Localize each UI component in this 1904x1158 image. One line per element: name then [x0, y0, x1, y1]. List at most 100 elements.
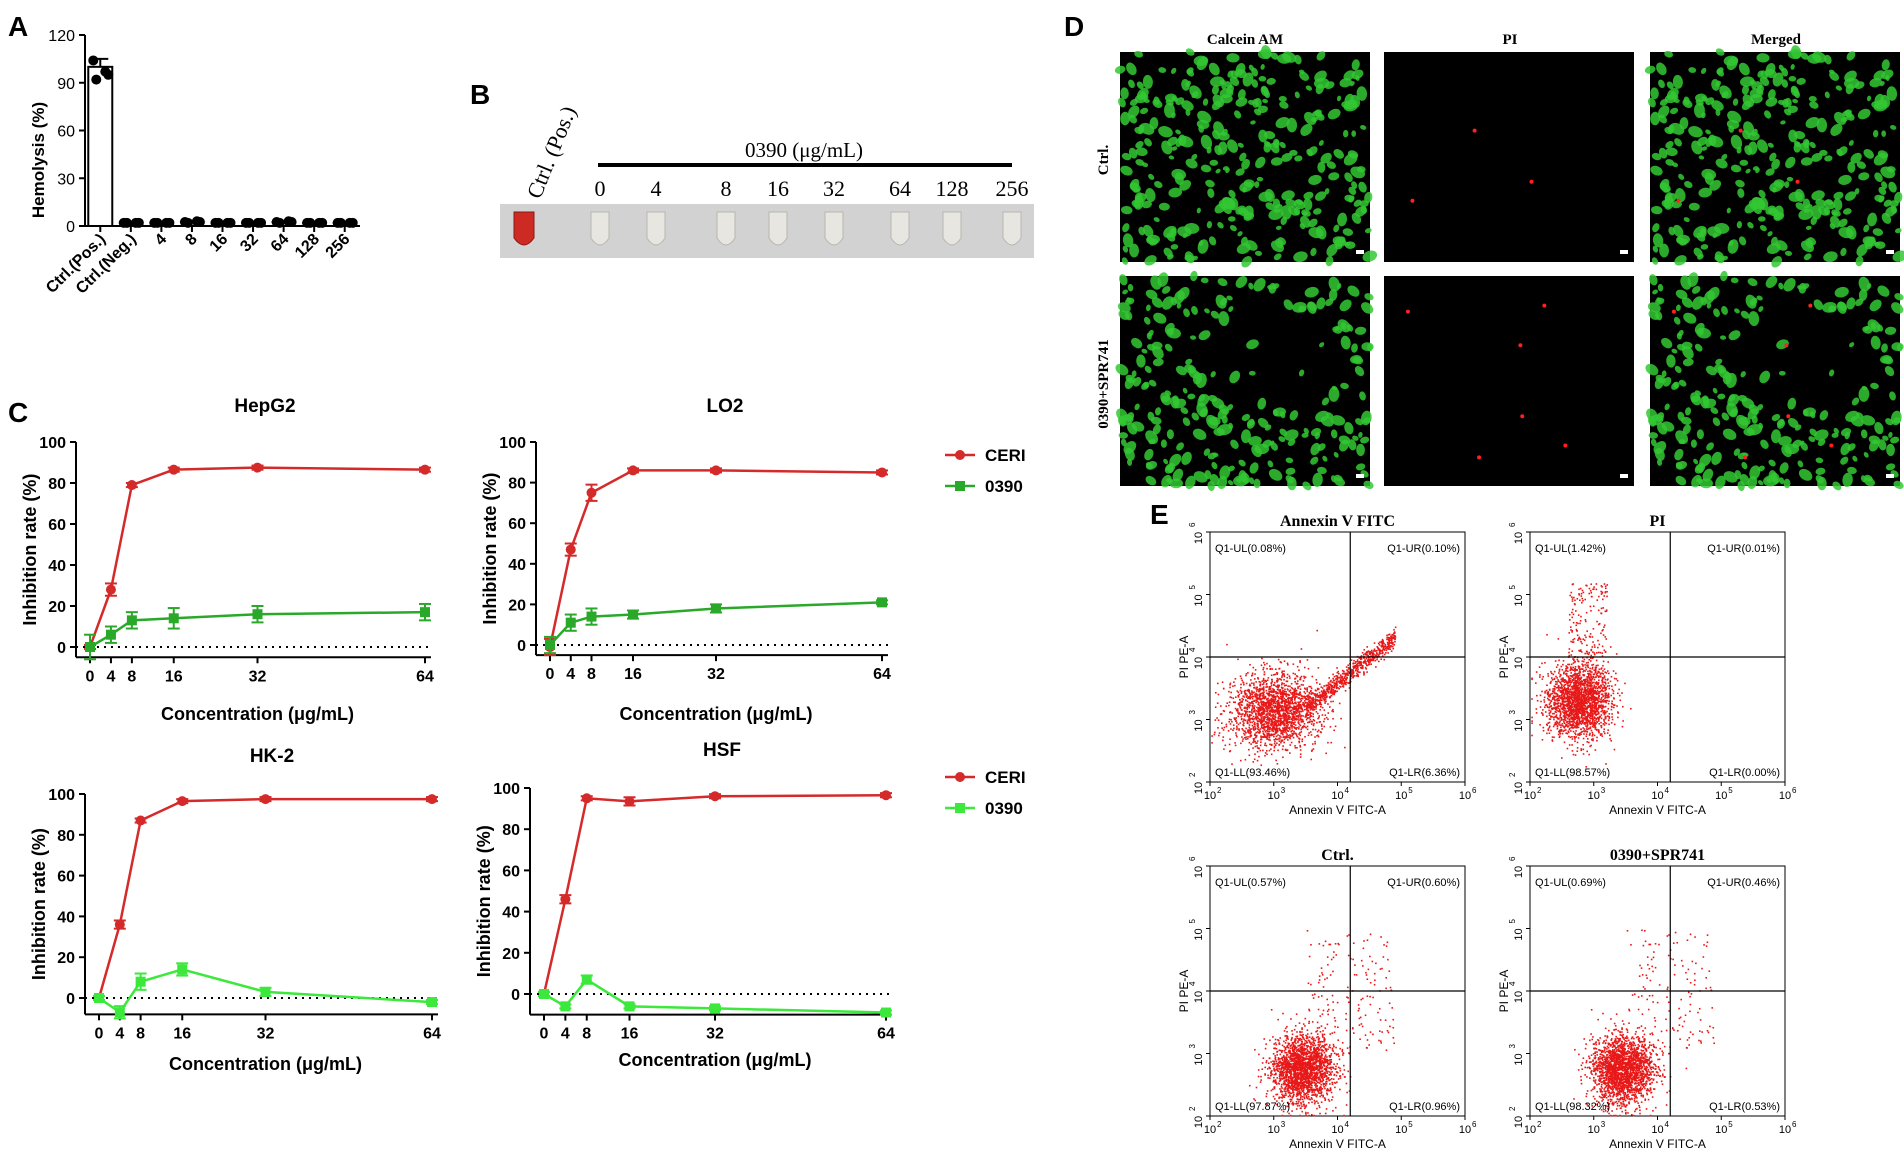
flow-event-dot [1291, 734, 1294, 737]
flow-event-dot [1316, 696, 1319, 698]
flow-event-dot [1252, 707, 1254, 710]
live-cell [1650, 87, 1659, 100]
live-cell [1141, 348, 1148, 354]
live-cell [1198, 393, 1206, 402]
flow-event-dot [1324, 690, 1327, 693]
flow-event-dot [1572, 722, 1574, 725]
inhibition-x-label: Concentration (μg/mL) [161, 704, 354, 724]
flow-event-dot [1248, 748, 1250, 751]
flow-event-dot [1611, 688, 1614, 691]
tube-photo-panel: Ctrl. (Pos.) 0390 (μg/mL) 0 4 8 16 32 64 128 25… [500, 102, 1034, 258]
flow-event-dot [1383, 645, 1385, 648]
flow-event-dot [1251, 717, 1254, 720]
0390-data-point [85, 642, 95, 652]
flow-event-dot [1277, 749, 1279, 752]
flow-event-dot [1584, 618, 1587, 621]
flow-event-dot [1243, 722, 1245, 725]
flow-event-dot [1283, 678, 1285, 681]
flow-event-dot [1361, 651, 1364, 654]
flow-event-dot [1229, 683, 1231, 686]
flow-event-dot [1554, 660, 1557, 662]
live-cell [1335, 243, 1343, 250]
flow-event-dot [1229, 723, 1232, 725]
flow-event-dot [1235, 696, 1237, 699]
flow-event-dot [1582, 744, 1584, 746]
live-cell [1196, 402, 1208, 418]
hemolysis-data-point [164, 217, 175, 228]
flow-event-dot [1298, 719, 1300, 722]
flow-event-dot [1309, 713, 1311, 716]
0390-data-point [710, 1003, 720, 1014]
live-cell [1258, 191, 1273, 202]
flow-event-dot [1278, 667, 1281, 670]
live-cell [1730, 164, 1742, 173]
live-cell [1310, 442, 1321, 456]
flow-event-dot [1308, 692, 1311, 695]
flow-event-dot [1274, 732, 1277, 735]
flow-event-dot [1262, 704, 1265, 707]
live-cell [1191, 412, 1200, 421]
tube-concentration-label: 8 [721, 176, 732, 201]
flow-event-dot [1260, 718, 1263, 720]
flow-event-dot [1214, 691, 1217, 694]
flow-event-dot [1289, 752, 1291, 754]
flow-event-dot [1232, 724, 1235, 727]
flow-event-dot [1279, 678, 1282, 681]
flow-event-dot [1294, 746, 1297, 749]
live-cell [1838, 218, 1848, 228]
live-cell [1759, 225, 1767, 232]
flow-event-dot [1370, 659, 1372, 661]
flow-event-dot [1260, 741, 1262, 744]
live-cell [1747, 222, 1754, 229]
flow-event-dot [1292, 708, 1294, 711]
flow-event-dot [1284, 699, 1287, 701]
flow-event-dot [1240, 713, 1242, 715]
flow-event-dot [1282, 689, 1284, 692]
live-cell [1758, 189, 1766, 198]
flow-event-dot [1229, 711, 1232, 713]
flow-event-dot [1382, 641, 1384, 644]
flow-event-dot [1249, 721, 1252, 724]
flow-event-dot [1249, 693, 1252, 695]
live-cell [1812, 51, 1827, 63]
flow-x-tick-label: 10 [1204, 790, 1216, 802]
flow-event-dot [1263, 688, 1265, 691]
flow-event-dot [1309, 718, 1312, 721]
flow-event-dot [1248, 690, 1250, 693]
live-cell [1200, 164, 1212, 173]
flow-event-dot [1331, 710, 1333, 712]
quadrant-ul-label: Q1-UL(0.08%) [1215, 543, 1286, 555]
flow-event-dot [1259, 728, 1262, 730]
flow-event-dot [1252, 720, 1255, 723]
live-cell [1171, 146, 1178, 151]
flow-event-dot [1270, 720, 1273, 723]
live-cell [1196, 119, 1210, 130]
flow-event-dot [1216, 717, 1218, 719]
micrograph-pi [1384, 52, 1634, 262]
flow-event-dot [1265, 736, 1267, 739]
live-cell [1218, 311, 1230, 327]
flow-event-dot [1278, 697, 1280, 700]
flow-event-dot [1344, 689, 1347, 692]
flow-event-dot [1380, 640, 1383, 643]
flow-event-dot [1312, 715, 1314, 718]
live-cell [1835, 85, 1842, 91]
flow-event-dot [1298, 723, 1301, 726]
flow-event-dot [1242, 713, 1244, 715]
live-cell [1342, 129, 1349, 138]
flow-event-dot [1565, 729, 1567, 731]
flow-event-dot [1325, 700, 1327, 703]
flow-event-dot [1286, 733, 1288, 736]
flow-event-dot [1302, 684, 1304, 686]
live-cell [1690, 439, 1697, 448]
0390-data-point [628, 609, 638, 620]
flow-event-dot [1236, 735, 1238, 738]
flow-event-dot [1327, 741, 1329, 744]
flow-event-dot [1254, 716, 1257, 719]
flow-event-dot [1292, 707, 1294, 709]
flow-event-dot [1551, 692, 1554, 695]
flow-event-dot [1364, 659, 1366, 661]
live-cell [1148, 379, 1157, 387]
flow-event-dot [1282, 673, 1285, 676]
flow-event-dot [1339, 676, 1342, 678]
